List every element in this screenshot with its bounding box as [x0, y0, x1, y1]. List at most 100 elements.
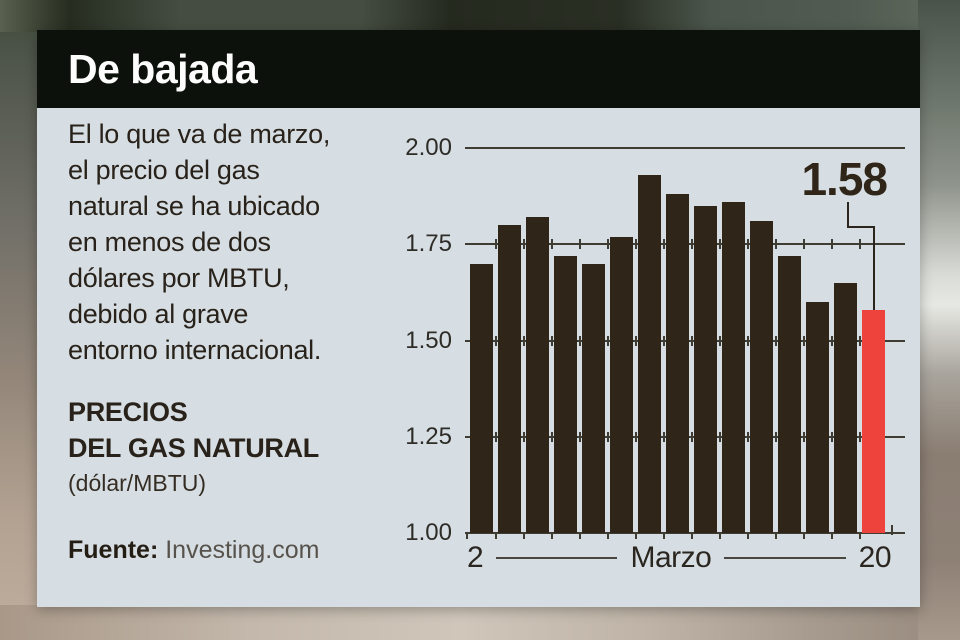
- tick-mark: [466, 533, 468, 539]
- tick-mark: [774, 335, 777, 346]
- tick-mark: [746, 239, 749, 250]
- tick-mark: [802, 533, 805, 539]
- tick-mark: [634, 431, 637, 442]
- tick-mark: [830, 335, 833, 346]
- bar: [610, 236, 633, 533]
- tick-mark: [578, 335, 581, 346]
- tick-mark: [718, 335, 721, 346]
- photo-background-top-strip: [0, 0, 960, 32]
- x-tick-label-first: 2: [467, 541, 484, 574]
- tick-mark: [802, 431, 805, 442]
- tick-mark: [578, 533, 581, 539]
- tick-mark: [578, 431, 581, 442]
- tick-mark: [690, 431, 693, 442]
- gridline: [465, 147, 905, 149]
- tick-mark: [802, 335, 805, 346]
- bar: [806, 302, 829, 533]
- x-tick-label-last: 20: [858, 541, 892, 574]
- tick-mark: [662, 431, 665, 442]
- y-tick-label: 1.75: [405, 230, 452, 258]
- tick-mark: [606, 335, 609, 346]
- tick-mark: [774, 533, 777, 539]
- tick-mark: [494, 335, 497, 346]
- bar: [498, 225, 521, 533]
- tick-mark: [494, 239, 497, 250]
- bar-highlighted: [862, 309, 885, 533]
- callout-line-drop: [873, 226, 875, 323]
- bar: [638, 174, 661, 533]
- tick-mark: [494, 533, 497, 539]
- tick-mark: [522, 335, 525, 346]
- tick-mark: [606, 533, 609, 539]
- tick-mark: [858, 431, 861, 442]
- intro-text: El lo que va de marzo, el precio del gas…: [68, 119, 331, 365]
- tick-mark: [662, 335, 665, 346]
- source-line: Fuente: Investing.com: [68, 536, 319, 565]
- y-tick-label: 1.25: [405, 422, 452, 450]
- tick-mark: [606, 239, 609, 250]
- plot-area: [465, 147, 905, 539]
- bar: [470, 263, 493, 533]
- bar: [526, 217, 549, 533]
- card-header: De bajada: [37, 30, 920, 108]
- tick-mark: [718, 239, 721, 250]
- callout-line-vertical: [847, 202, 849, 228]
- tick-mark: [522, 239, 525, 250]
- tick-mark: [774, 239, 777, 250]
- tick-mark: [858, 533, 861, 539]
- source-value: Investing.com: [165, 536, 320, 564]
- tick-mark: [774, 431, 777, 442]
- card-body: El lo que va de marzo, el precio del gas…: [37, 108, 920, 607]
- tick-mark: [802, 239, 805, 250]
- tick-mark: [494, 431, 497, 442]
- tick-mark: [830, 239, 833, 250]
- tick-mark: [746, 533, 749, 539]
- tick-mark: [606, 431, 609, 442]
- tick-mark: [662, 239, 665, 250]
- chart-unit: (dólar/MBTU): [68, 470, 207, 496]
- tick-mark: [891, 525, 893, 535]
- tick-mark: [858, 239, 861, 250]
- tick-mark: [550, 431, 553, 442]
- bar: [694, 205, 717, 533]
- bar: [778, 255, 801, 533]
- tick-mark: [662, 533, 665, 539]
- tick-mark: [746, 335, 749, 346]
- x-axis: 2 Marzo 20: [467, 541, 892, 575]
- tick-mark: [634, 533, 637, 539]
- bar: [722, 201, 745, 533]
- photo-background-bottom-strip: [0, 605, 960, 640]
- y-tick-label: 1.00: [405, 519, 452, 546]
- tick-mark: [858, 335, 861, 346]
- bar: [834, 282, 857, 533]
- callout-line-horizontal: [847, 226, 875, 228]
- bar: [582, 263, 605, 533]
- tick-mark: [634, 335, 637, 346]
- highlight-value-label: 1.58: [801, 153, 888, 205]
- bar: [750, 221, 773, 533]
- tick-mark: [550, 239, 553, 250]
- tick-mark: [550, 533, 553, 539]
- tick-mark: [578, 239, 581, 250]
- x-axis-rule: [496, 557, 618, 559]
- chart-title: PRECIOS DEL GAS NATURAL: [68, 397, 319, 463]
- infographic-card: De bajada El lo que va de marzo, el prec…: [37, 30, 920, 607]
- tick-mark: [690, 533, 693, 539]
- tick-mark: [718, 533, 721, 539]
- gridline: [465, 532, 905, 534]
- photo-background-right-strip: [918, 0, 960, 640]
- source-label: Fuente:: [68, 536, 159, 564]
- x-axis-rule: [724, 557, 846, 559]
- tick-mark: [550, 335, 553, 346]
- tick-mark: [690, 335, 693, 346]
- tick-mark: [634, 239, 637, 250]
- y-tick-label: 1.50: [405, 326, 452, 354]
- bar: [554, 255, 577, 533]
- tick-mark: [690, 239, 693, 250]
- tick-mark: [522, 431, 525, 442]
- tick-mark: [522, 533, 525, 539]
- tick-mark: [830, 533, 833, 539]
- x-axis-month-label: Marzo: [630, 541, 712, 574]
- y-tick-label: 2.00: [405, 134, 452, 161]
- page-title: De bajada: [68, 45, 258, 92]
